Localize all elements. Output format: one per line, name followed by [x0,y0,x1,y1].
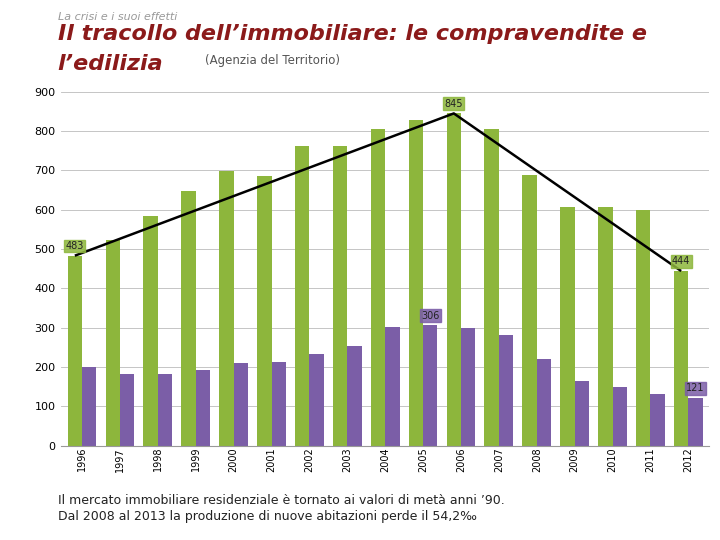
Bar [219,171,233,446]
Bar [196,370,210,446]
Text: 444: 444 [672,256,690,266]
Bar [310,354,324,446]
Bar [68,255,82,446]
Bar [423,325,438,446]
Bar [385,327,400,446]
Bar [181,191,196,446]
Text: Il tracollo dell’immobiliare: le compravendite e: Il tracollo dell’immobiliare: le comprav… [58,24,647,44]
Text: 845: 845 [444,99,463,109]
Bar [560,207,575,446]
Bar [688,398,703,446]
Text: (Agenzia del Territorio): (Agenzia del Territorio) [205,54,340,67]
Bar [446,113,461,446]
Text: La crisi e i suoi effetti: La crisi e i suoi effetti [58,12,177,22]
Text: Dal 2008 al 2013 la produzione di nuove abitazioni perde il 54,2‰: Dal 2008 al 2013 la produzione di nuove … [58,510,477,523]
Bar [636,211,650,446]
Text: 306: 306 [421,310,439,321]
Bar [271,362,286,446]
Bar [257,176,271,446]
Bar [158,374,172,445]
Bar [82,367,96,446]
Text: l’edilizia: l’edilizia [58,54,163,74]
Bar [106,240,120,446]
Bar [650,394,665,446]
Text: Il mercato immobiliare residenziale è tornato ai valori di metà anni ’90.: Il mercato immobiliare residenziale è to… [58,494,504,507]
Bar [143,217,158,446]
Bar [674,271,688,446]
Text: 121: 121 [686,383,705,393]
Bar [295,146,310,446]
Bar [333,146,347,446]
Bar [499,335,513,446]
Bar [613,387,627,446]
Bar [598,207,613,446]
Bar [537,359,552,446]
Text: 483: 483 [66,241,84,251]
Bar [409,120,423,446]
Bar [371,129,385,446]
Bar [575,381,589,445]
Bar [347,347,361,446]
Bar [120,374,135,445]
Bar [523,175,537,446]
Bar [461,328,475,445]
Bar [233,363,248,445]
Bar [485,129,499,446]
